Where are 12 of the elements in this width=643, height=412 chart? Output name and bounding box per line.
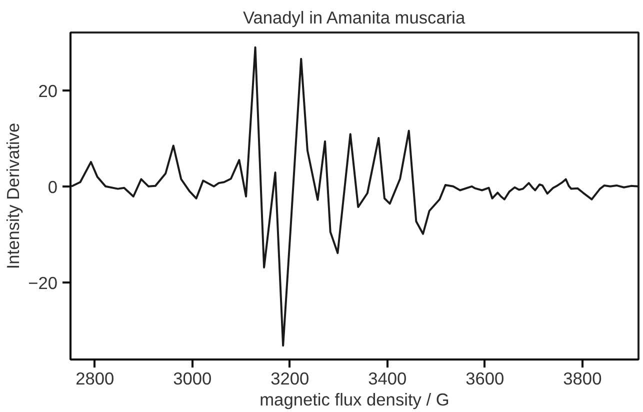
x-tick-label: 3200 (270, 368, 310, 388)
x-tick-label: 2800 (76, 368, 114, 388)
y-tick-label: 0 (48, 176, 58, 197)
chart-title: Vanadyl in Amanita muscaria (242, 8, 466, 28)
y-axis-title: Intensity Derivative (3, 122, 24, 270)
y-tick-label: −20 (28, 272, 58, 293)
y-tick-label: 20 (38, 80, 58, 101)
x-tick-label: 3400 (368, 368, 407, 388)
x-tick-label: 3600 (466, 368, 504, 388)
x-tick-label: 3800 (563, 368, 602, 388)
x-tick-label: 3000 (173, 368, 212, 388)
x-axis-title: magnetic flux density / G (260, 390, 450, 410)
